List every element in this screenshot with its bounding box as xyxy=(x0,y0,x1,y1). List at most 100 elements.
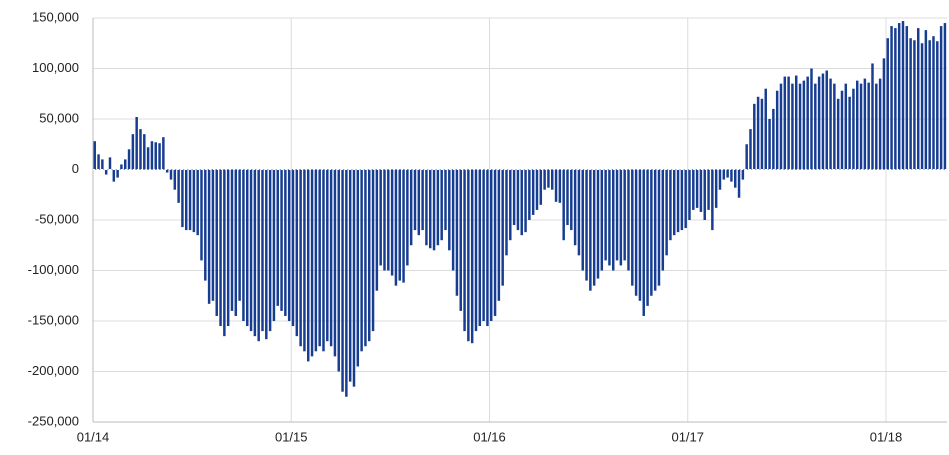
bar xyxy=(650,169,653,296)
bar xyxy=(928,40,931,170)
bar xyxy=(539,169,543,205)
bar xyxy=(871,63,874,170)
bar xyxy=(646,169,649,306)
bar xyxy=(185,169,188,231)
bar xyxy=(329,169,333,347)
bar xyxy=(631,169,634,286)
bar xyxy=(143,134,146,170)
bar xyxy=(775,90,779,170)
y-tick-label: -250,000 xyxy=(28,413,79,428)
bar xyxy=(139,129,142,170)
bar xyxy=(878,78,882,170)
x-tick-label: 01/15 xyxy=(275,429,308,444)
bar xyxy=(120,164,123,170)
bar xyxy=(726,169,729,178)
bar xyxy=(524,169,527,233)
bar xyxy=(169,169,173,180)
bar xyxy=(101,159,104,170)
bar xyxy=(390,169,394,276)
bar xyxy=(547,169,550,188)
bar xyxy=(253,169,257,337)
bar xyxy=(939,26,943,170)
bar xyxy=(318,169,321,347)
bar xyxy=(528,169,531,220)
bar xyxy=(932,36,935,170)
bar xyxy=(535,169,539,210)
bar xyxy=(680,169,684,231)
bar xyxy=(661,169,665,271)
bar xyxy=(493,169,497,316)
bar xyxy=(760,98,764,170)
bar xyxy=(600,169,604,271)
bar xyxy=(615,169,619,261)
bar xyxy=(268,169,272,332)
bar xyxy=(200,169,203,261)
bar xyxy=(867,82,870,170)
bar xyxy=(226,169,230,327)
y-tick-label: 50,000 xyxy=(39,110,79,125)
bar xyxy=(238,169,241,301)
bar xyxy=(455,169,459,296)
bar xyxy=(829,78,832,170)
bar xyxy=(917,28,920,170)
bar xyxy=(154,142,157,170)
bar xyxy=(936,41,939,170)
bar xyxy=(692,169,695,210)
bar xyxy=(162,137,165,170)
bar xyxy=(554,169,558,202)
y-tick-label: 150,000 xyxy=(32,9,79,24)
bar xyxy=(737,169,741,198)
bar xyxy=(509,169,512,241)
bar xyxy=(699,169,703,212)
bar xyxy=(131,134,135,170)
bar xyxy=(124,159,127,170)
bar xyxy=(387,169,390,271)
bar xyxy=(844,83,848,170)
bar xyxy=(814,83,817,170)
bar xyxy=(425,169,428,246)
bar xyxy=(383,169,386,271)
bar xyxy=(577,169,581,256)
bar xyxy=(314,169,318,352)
bar xyxy=(714,169,718,208)
bar xyxy=(352,169,356,387)
bar xyxy=(284,169,287,316)
bar xyxy=(97,154,100,170)
bar xyxy=(612,169,615,271)
bar xyxy=(417,169,421,236)
bar xyxy=(368,169,371,342)
bar xyxy=(520,169,523,236)
bar xyxy=(516,169,520,231)
bar xyxy=(280,169,283,311)
bar xyxy=(470,169,474,344)
bar xyxy=(207,169,211,304)
bar xyxy=(711,169,714,231)
bar xyxy=(299,169,302,347)
bar xyxy=(188,169,192,231)
bar xyxy=(177,169,180,203)
bar xyxy=(802,80,806,170)
bar xyxy=(261,169,264,332)
bar xyxy=(173,169,177,190)
bar xyxy=(482,169,485,321)
x-tick-label: 01/16 xyxy=(473,429,506,444)
bar xyxy=(745,144,748,170)
bar xyxy=(295,169,299,337)
bar xyxy=(558,169,562,203)
bar xyxy=(566,169,569,226)
bar xyxy=(882,58,886,170)
bar xyxy=(345,169,348,397)
bar xyxy=(333,169,337,357)
bar xyxy=(592,169,596,286)
bar xyxy=(581,169,584,271)
bar xyxy=(246,169,249,327)
bar xyxy=(215,169,218,316)
bar xyxy=(326,169,329,342)
bar xyxy=(242,169,245,321)
bar xyxy=(543,169,546,190)
bar xyxy=(448,169,451,251)
bar xyxy=(665,169,668,256)
y-tick-label: 100,000 xyxy=(32,60,79,75)
bar xyxy=(806,76,809,170)
bar xyxy=(360,169,363,352)
